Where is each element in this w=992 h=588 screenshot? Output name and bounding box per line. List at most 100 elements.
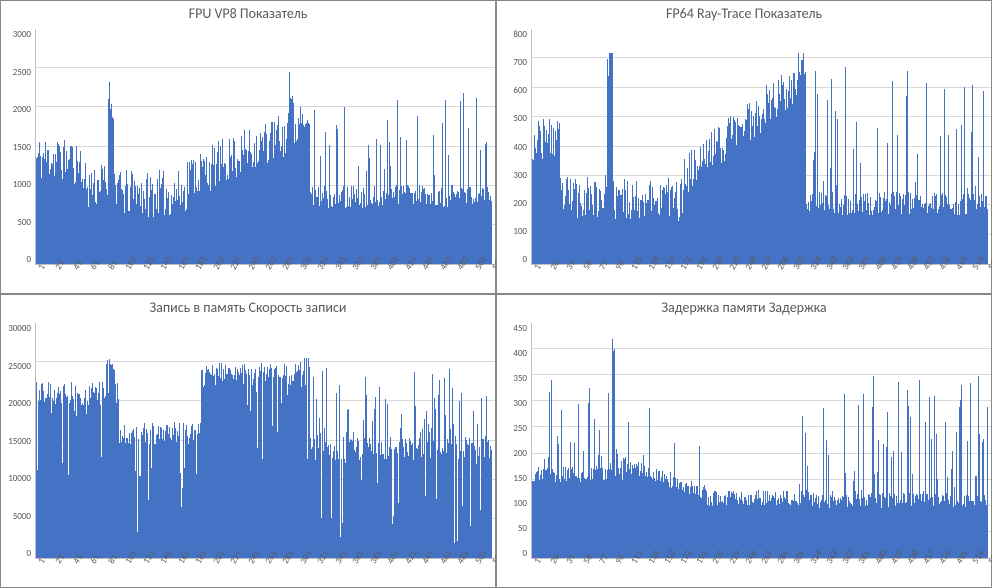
x-tick-label: 221 bbox=[227, 562, 237, 568]
x-tick-label: 419 bbox=[888, 562, 898, 568]
chart-panel-fpu-vp8[interactable]: FPU VP8 Показатель3000250020001500100050… bbox=[0, 0, 496, 294]
x-tick-label: 341 bbox=[332, 562, 342, 568]
x-tick-label: 321 bbox=[314, 268, 324, 274]
x-tick-label: 361 bbox=[349, 562, 359, 568]
x-tick-label: 81 bbox=[105, 268, 115, 274]
x-tick-label: 141 bbox=[157, 268, 167, 274]
x-tick-label: 201 bbox=[210, 268, 220, 274]
x-tick-label: 305 bbox=[790, 562, 800, 568]
x-tick-label: 362 bbox=[839, 268, 849, 274]
x-tick-label: 476 bbox=[936, 268, 946, 274]
x-tick-label: 248 bbox=[742, 268, 752, 274]
x-tick-label: 121 bbox=[140, 268, 150, 274]
y-tick-label: 450 bbox=[513, 323, 527, 334]
y-tick-label: 150 bbox=[513, 473, 527, 484]
x-tick-label: 81 bbox=[105, 562, 115, 568]
x-tick-label: 343 bbox=[823, 562, 833, 568]
x-tick-label: 501 bbox=[472, 268, 482, 274]
x-tick-label: 172 bbox=[677, 268, 687, 274]
x-tick-label: 421 bbox=[402, 268, 412, 274]
x-tick-label: 21 bbox=[52, 268, 62, 274]
x-tick-label: 161 bbox=[175, 268, 185, 274]
y-tick-label: 0 bbox=[26, 548, 31, 559]
y-tick-label: 800 bbox=[513, 29, 527, 40]
chart-panel-mem-latency[interactable]: Задержка памяти Задержка4504003503002502… bbox=[496, 294, 992, 588]
y-tick-label: 20000 bbox=[8, 398, 31, 409]
x-tick-label: 401 bbox=[384, 268, 394, 274]
x-tick-label: 221 bbox=[227, 268, 237, 274]
chart-title: FPU VP8 Показатель bbox=[1, 1, 495, 24]
y-tick-label: 2500 bbox=[13, 67, 31, 78]
x-tick-label: 533 bbox=[985, 268, 992, 274]
x-tick-label: 514 bbox=[969, 268, 979, 274]
plot-area bbox=[35, 323, 495, 559]
x-tick-label: 172 bbox=[677, 562, 687, 568]
x-tick-label: 96 bbox=[612, 268, 622, 274]
x-tick-label: 229 bbox=[726, 268, 736, 274]
y-axis: 300025002000150010005000 bbox=[3, 29, 35, 265]
x-tick-label: 401 bbox=[384, 562, 394, 568]
x-tick-label: 115 bbox=[628, 562, 638, 568]
x-tick-label: 514 bbox=[969, 562, 979, 568]
data-series bbox=[532, 29, 991, 264]
x-tick-label: 134 bbox=[645, 562, 655, 568]
x-tick-label: 267 bbox=[758, 562, 768, 568]
x-tick-label: 301 bbox=[297, 562, 307, 568]
x-tick-label: 476 bbox=[936, 562, 946, 568]
x-tick-label: 20 bbox=[547, 562, 557, 568]
chart-panel-mem-write[interactable]: Запись в память Скорость записи300002500… bbox=[0, 294, 496, 588]
y-tick-label: 5000 bbox=[13, 511, 31, 522]
x-tick-label: 286 bbox=[774, 268, 784, 274]
x-tick-label: 1 bbox=[531, 562, 541, 568]
x-tick-label: 438 bbox=[904, 268, 914, 274]
chart-title: Запись в память Скорость записи bbox=[1, 295, 495, 318]
plot-area bbox=[35, 29, 495, 265]
x-tick-label: 457 bbox=[920, 268, 930, 274]
y-tick-label: 600 bbox=[513, 85, 527, 96]
y-tick-label: 3000 bbox=[13, 29, 31, 40]
x-tick-label: 153 bbox=[661, 268, 671, 274]
x-tick-label: 441 bbox=[419, 268, 429, 274]
x-tick-label: 381 bbox=[855, 562, 865, 568]
plot-area bbox=[531, 323, 991, 559]
x-tick-label: 21 bbox=[52, 562, 62, 568]
x-tick-label: 101 bbox=[122, 268, 132, 274]
x-tick-label: 121 bbox=[140, 562, 150, 568]
x-tick-label: 381 bbox=[855, 268, 865, 274]
x-tick-label: 441 bbox=[419, 562, 429, 568]
x-tick-label: 241 bbox=[245, 268, 255, 274]
y-tick-label: 350 bbox=[513, 373, 527, 384]
chart-panel-fp64-raytrace[interactable]: FP64 Ray-Trace Показатель800700600500400… bbox=[496, 0, 992, 294]
x-tick-label: 248 bbox=[742, 562, 752, 568]
x-tick-label: 241 bbox=[245, 562, 255, 568]
y-tick-label: 50 bbox=[518, 523, 527, 534]
x-tick-label: 191 bbox=[693, 562, 703, 568]
x-tick-label: 533 bbox=[985, 562, 992, 568]
y-axis: 450400350300250200150100500 bbox=[499, 323, 531, 559]
y-axis: 8007006005004003002001000 bbox=[499, 29, 531, 265]
x-tick-label: 39 bbox=[563, 562, 573, 568]
y-tick-label: 250 bbox=[513, 423, 527, 434]
y-tick-label: 700 bbox=[513, 57, 527, 68]
x-tick-label: 438 bbox=[904, 562, 914, 568]
y-tick-label: 400 bbox=[513, 142, 527, 153]
x-tick-label: 501 bbox=[472, 562, 482, 568]
x-tick-label: 134 bbox=[645, 268, 655, 274]
x-tick-label: 481 bbox=[454, 562, 464, 568]
x-tick-label: 261 bbox=[262, 268, 272, 274]
x-tick-label: 495 bbox=[953, 268, 963, 274]
x-tick-label: 20 bbox=[547, 268, 557, 274]
x-tick-label: 115 bbox=[628, 268, 638, 274]
x-tick-label: 96 bbox=[612, 562, 622, 568]
y-tick-label: 30000 bbox=[8, 323, 31, 334]
data-series bbox=[36, 323, 495, 558]
x-tick-label: 457 bbox=[920, 562, 930, 568]
x-tick-label: 161 bbox=[175, 562, 185, 568]
x-tick-label: 181 bbox=[192, 562, 202, 568]
x-tick-label: 400 bbox=[872, 562, 882, 568]
chart-title: FP64 Ray-Trace Показатель bbox=[497, 1, 991, 24]
x-tick-label: 141 bbox=[157, 562, 167, 568]
y-tick-label: 0 bbox=[522, 254, 527, 265]
y-tick-label: 200 bbox=[513, 448, 527, 459]
x-tick-label: 419 bbox=[888, 268, 898, 274]
